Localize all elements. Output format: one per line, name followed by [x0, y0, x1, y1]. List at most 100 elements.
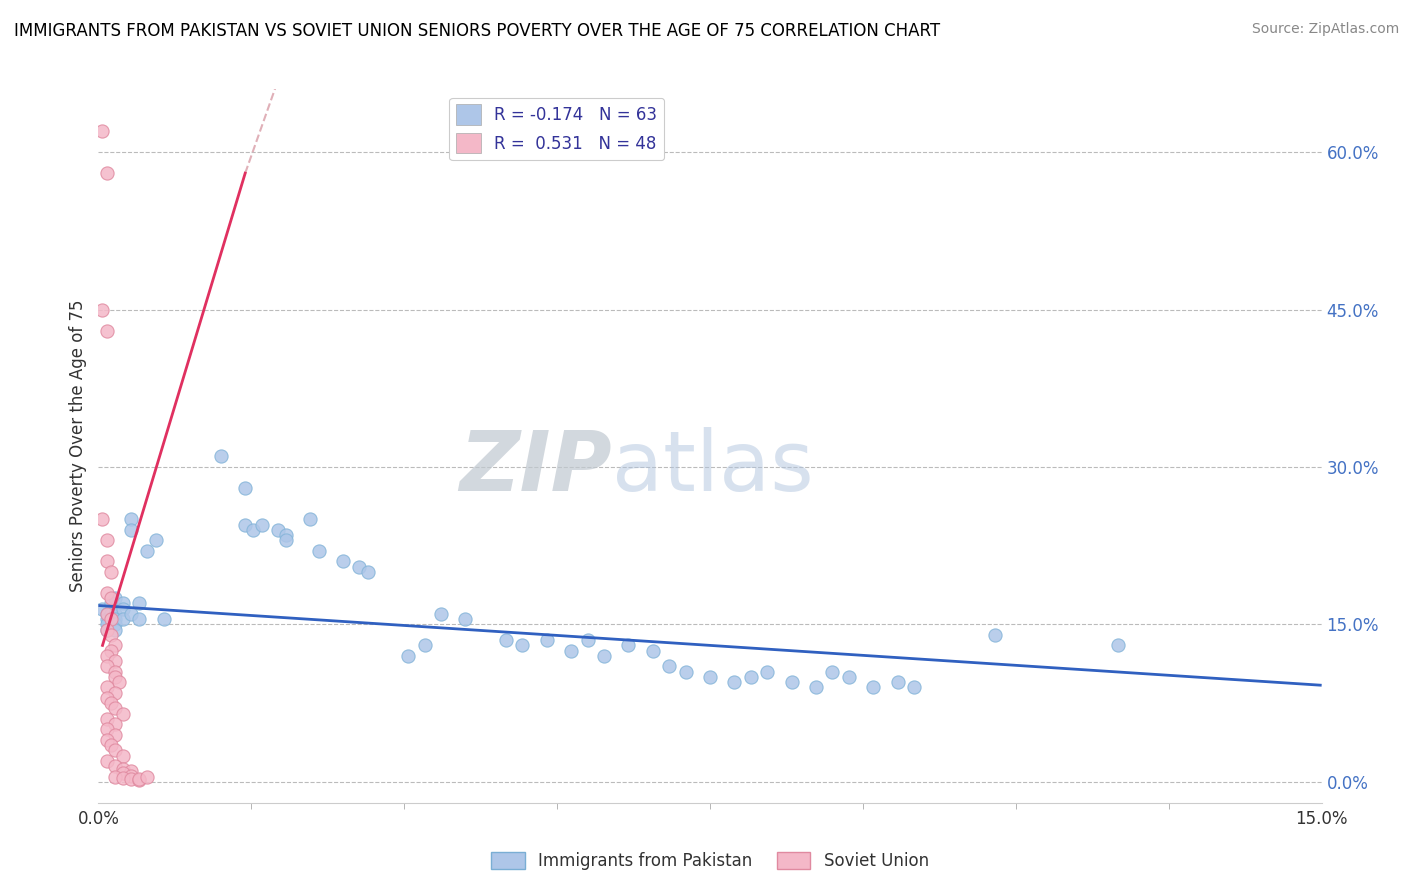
Point	[100, 696, 122, 710]
Point	[104, 639, 127, 653]
Point	[233, 481, 256, 495]
Point	[723, 675, 745, 690]
Point	[308, 544, 330, 558]
Point	[104, 728, 127, 742]
Point	[104, 591, 127, 606]
Point	[120, 523, 142, 537]
Point	[96, 659, 118, 673]
Point	[120, 607, 142, 621]
Point	[96, 690, 118, 705]
Point	[96, 681, 118, 695]
Point	[104, 685, 127, 699]
Point	[495, 633, 517, 648]
Point	[96, 533, 118, 548]
Point	[145, 533, 167, 548]
Point	[96, 607, 118, 621]
Point	[136, 544, 159, 558]
Point	[675, 665, 697, 679]
Point	[560, 643, 582, 657]
Point	[641, 643, 664, 657]
Point	[120, 512, 142, 526]
Point	[332, 554, 354, 568]
Point	[96, 612, 118, 626]
Point	[96, 166, 118, 180]
Point	[96, 607, 118, 621]
Point	[111, 601, 134, 615]
Point	[430, 607, 453, 621]
Point	[274, 533, 297, 548]
Point	[740, 670, 762, 684]
Point	[593, 648, 616, 663]
Point	[96, 617, 118, 632]
Point	[128, 596, 150, 610]
Point	[242, 523, 264, 537]
Point	[903, 681, 925, 695]
Point	[136, 770, 159, 784]
Point	[111, 766, 134, 780]
Point	[91, 124, 114, 138]
Point	[454, 612, 477, 626]
Point	[104, 617, 127, 632]
Point	[91, 302, 114, 317]
Text: atlas: atlas	[612, 427, 814, 508]
Point	[111, 762, 134, 776]
Point	[96, 648, 118, 663]
Point	[699, 670, 721, 684]
Point	[349, 559, 371, 574]
Point	[617, 639, 640, 653]
Point	[104, 743, 127, 757]
Point	[396, 648, 419, 663]
Point	[780, 675, 803, 690]
Point	[120, 768, 142, 782]
Point	[96, 623, 118, 637]
Point	[96, 732, 118, 747]
Text: ZIP: ZIP	[460, 427, 612, 508]
Point	[128, 612, 150, 626]
Point	[128, 772, 150, 787]
Point	[756, 665, 779, 679]
Point	[96, 554, 118, 568]
Point	[96, 712, 118, 726]
Point	[984, 628, 1007, 642]
Point	[111, 596, 134, 610]
Point	[413, 639, 436, 653]
Point	[96, 723, 118, 737]
Text: Source: ZipAtlas.com: Source: ZipAtlas.com	[1251, 22, 1399, 37]
Point	[100, 591, 122, 606]
Point	[104, 717, 127, 731]
Point	[100, 607, 122, 621]
Text: IMMIGRANTS FROM PAKISTAN VS SOVIET UNION SENIORS POVERTY OVER THE AGE OF 75 CORR: IMMIGRANTS FROM PAKISTAN VS SOVIET UNION…	[14, 22, 941, 40]
Point	[274, 528, 297, 542]
Point	[104, 670, 127, 684]
Point	[1107, 639, 1129, 653]
Y-axis label: Seniors Poverty Over the Age of 75: Seniors Poverty Over the Age of 75	[69, 300, 87, 592]
Point	[658, 659, 681, 673]
Point	[804, 681, 827, 695]
Point	[862, 681, 884, 695]
Point	[108, 675, 131, 690]
Point	[100, 643, 122, 657]
Legend: Immigrants from Pakistan, Soviet Union: Immigrants from Pakistan, Soviet Union	[485, 845, 935, 877]
Point	[536, 633, 558, 648]
Point	[91, 512, 114, 526]
Point	[96, 623, 118, 637]
Point	[100, 628, 122, 642]
Point	[356, 565, 378, 579]
Point	[91, 601, 114, 615]
Point	[250, 517, 273, 532]
Point	[821, 665, 844, 679]
Point	[233, 517, 256, 532]
Point	[96, 586, 118, 600]
Point	[111, 748, 134, 763]
Point	[111, 706, 134, 721]
Point	[104, 607, 127, 621]
Point	[96, 754, 118, 768]
Point	[576, 633, 599, 648]
Point	[512, 639, 534, 653]
Point	[128, 772, 150, 786]
Point	[111, 612, 134, 626]
Point	[100, 612, 122, 626]
Point	[111, 771, 134, 785]
Point	[120, 764, 142, 779]
Point	[100, 738, 122, 752]
